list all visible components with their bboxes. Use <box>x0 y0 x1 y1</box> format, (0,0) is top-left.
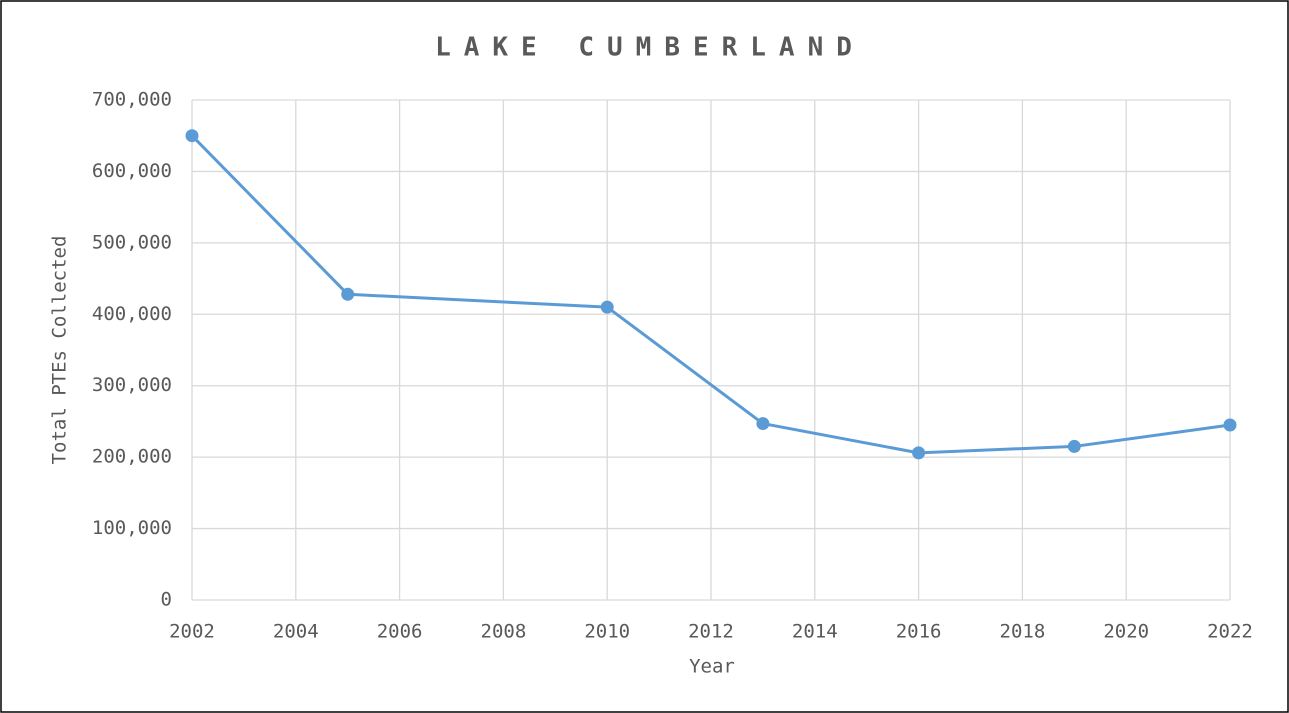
y-tick-label: 600,000 <box>92 160 172 182</box>
y-tick-label: 100,000 <box>92 517 172 539</box>
data-point <box>600 300 614 314</box>
y-tick-label: 700,000 <box>92 89 172 111</box>
x-axis-label: Year <box>689 656 735 678</box>
plot <box>185 129 1237 460</box>
x-tick-label: 2018 <box>1000 621 1046 643</box>
x-tick-label: 2012 <box>688 621 734 643</box>
x-tick-label: 2002 <box>169 621 215 643</box>
y-tick-label: 300,000 <box>92 374 172 396</box>
x-tick-label: 2022 <box>1207 621 1253 643</box>
data-point <box>185 129 199 143</box>
y-tick-label: 400,000 <box>92 303 172 325</box>
x-tick-label: 2006 <box>377 621 423 643</box>
data-point <box>341 287 355 301</box>
x-tick-label: 2020 <box>1103 621 1149 643</box>
x-tick-label: 2008 <box>481 621 527 643</box>
data-point <box>1067 439 1081 453</box>
x-tick-label: 2010 <box>584 621 630 643</box>
y-tick-label: 500,000 <box>92 231 172 253</box>
x-tick-label: 2016 <box>896 621 942 643</box>
data-point <box>1223 418 1237 432</box>
y-tick-label: 0 <box>161 589 172 611</box>
x-tick-label: 2014 <box>792 621 838 643</box>
y-axis-label: Total PTEs Collected <box>49 236 71 465</box>
grid <box>191 99 1231 601</box>
x-tick-label: 2004 <box>273 621 319 643</box>
y-tick-label: 200,000 <box>92 446 172 468</box>
data-point <box>756 417 770 431</box>
data-point <box>912 446 926 460</box>
chart-title: LAKE CUMBERLAND <box>435 33 865 63</box>
